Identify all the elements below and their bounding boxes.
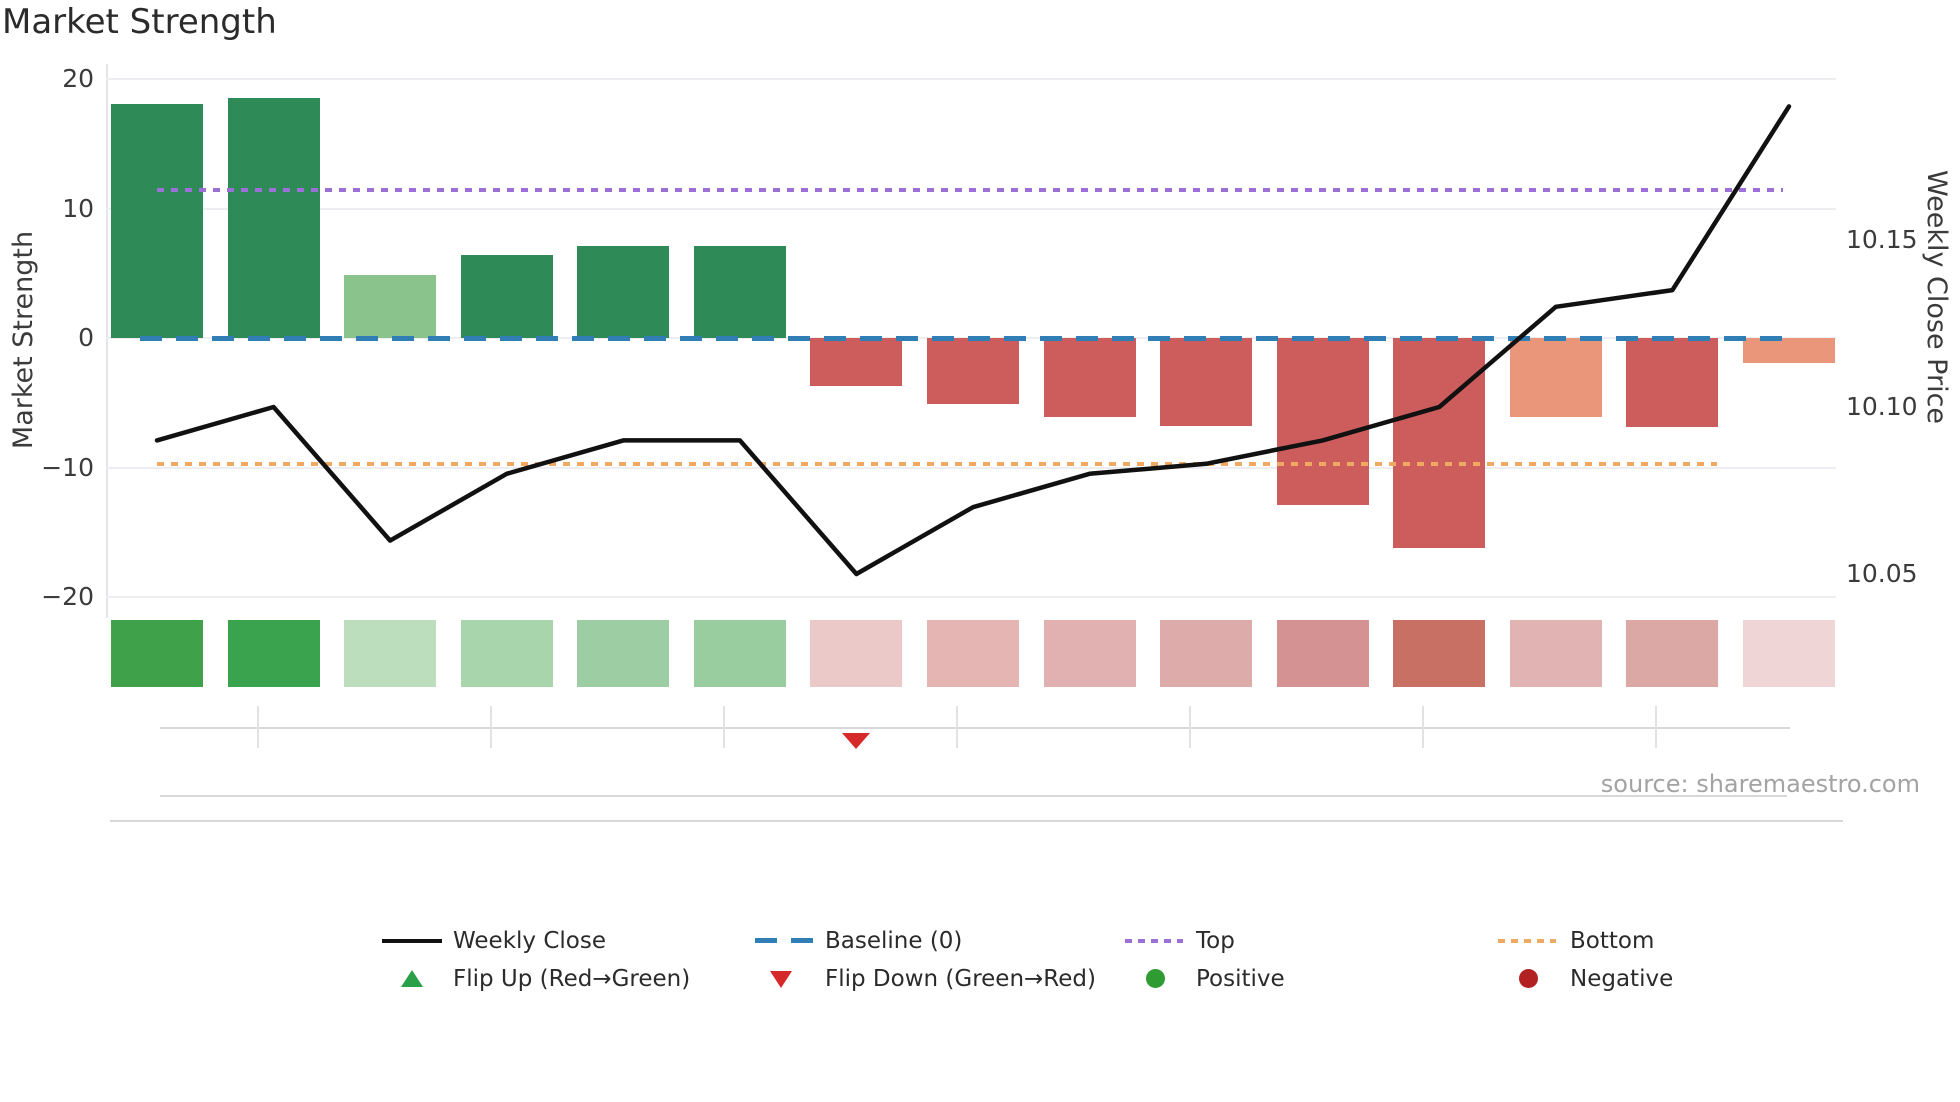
legend-flip-up: Flip Up (Red→Green) xyxy=(453,966,691,992)
chart-title: Market Strength xyxy=(2,2,277,42)
strip-cell xyxy=(1160,620,1253,687)
left-axis-spine xyxy=(106,64,108,618)
weekly-close-swatch-icon xyxy=(382,939,442,943)
flip-down-marker-icon xyxy=(842,733,871,749)
strength-bar xyxy=(926,338,1019,405)
legend-bottom: Bottom xyxy=(1570,928,1655,954)
strip-cell xyxy=(1626,620,1719,687)
strength-bar xyxy=(1626,338,1719,428)
strength-bar xyxy=(344,274,437,338)
strength-bar xyxy=(1393,338,1486,548)
gridline xyxy=(106,207,1836,210)
legend-flip-down: Flip Down (Green→Red) xyxy=(825,966,1096,992)
figure-bottom-line xyxy=(110,820,1843,822)
x-axis-tick xyxy=(1655,706,1658,748)
x-axis-tick xyxy=(1422,706,1425,748)
bottom-line xyxy=(157,461,1717,466)
strip-cell xyxy=(1276,620,1369,687)
strip-cell xyxy=(460,620,553,687)
strip-cell xyxy=(1509,620,1602,687)
strip-cell xyxy=(1043,620,1136,687)
negative-dot-icon xyxy=(1519,969,1538,988)
baseline-zero-line xyxy=(140,335,1790,341)
left-tick-label: 10 xyxy=(62,193,94,223)
x-axis-tick xyxy=(1189,706,1192,748)
strength-bar xyxy=(693,246,786,338)
left-tick-label: 0 xyxy=(78,323,94,352)
right-axis-label: Weekly Close Price xyxy=(1921,170,1952,425)
left-tick-label: −10 xyxy=(41,452,94,482)
legend-baseline: Baseline (0) xyxy=(825,928,963,954)
strip-cell xyxy=(1742,620,1835,687)
top-swatch-icon xyxy=(1125,939,1183,943)
left-tick-label: −20 xyxy=(41,582,94,611)
strip-cell xyxy=(344,620,437,687)
right-tick-label: 10.05 xyxy=(1846,559,1918,588)
strip-cell xyxy=(693,620,786,687)
positive-dot-icon xyxy=(1146,969,1165,988)
strength-bar xyxy=(1276,338,1369,506)
legend-weekly-close: Weekly Close xyxy=(453,928,606,954)
top-line xyxy=(157,187,1783,192)
strip-cell xyxy=(111,620,203,687)
price-axis-line xyxy=(160,795,1787,797)
right-tick-label: 10.10 xyxy=(1846,392,1918,421)
source-credit: source: sharemaestro.com xyxy=(1600,770,1920,798)
strength-bar xyxy=(1742,338,1835,363)
gridline xyxy=(106,78,1836,80)
strength-bar xyxy=(1043,338,1136,417)
baseline-swatch-icon xyxy=(755,938,813,943)
legend-top: Top xyxy=(1196,928,1235,954)
strength-bar xyxy=(1160,338,1253,427)
gridline xyxy=(106,466,1836,469)
strength-bar xyxy=(810,338,903,386)
strength-bar xyxy=(227,98,320,338)
flip-down-icon xyxy=(770,971,792,988)
x-axis-line xyxy=(160,727,1790,729)
legend-negative: Negative xyxy=(1570,966,1674,992)
x-axis-tick xyxy=(489,706,492,748)
strength-bar xyxy=(111,103,203,338)
right-tick-label: 10.15 xyxy=(1846,225,1918,254)
left-tick-label: 20 xyxy=(62,64,94,93)
strip-cell xyxy=(577,620,670,687)
flip-up-icon xyxy=(401,970,423,987)
strength-bar xyxy=(577,246,670,338)
gridline xyxy=(106,596,1836,598)
strip-cell xyxy=(1393,620,1486,687)
bottom-swatch-icon xyxy=(1498,939,1556,943)
strength-bar xyxy=(460,255,553,338)
x-axis-tick xyxy=(955,706,958,748)
strength-bar xyxy=(1509,338,1602,417)
x-axis-tick xyxy=(722,706,725,748)
strip-cell xyxy=(227,620,320,687)
strip-cell xyxy=(810,620,903,687)
x-axis-tick xyxy=(256,706,259,748)
legend-positive: Positive xyxy=(1196,966,1285,992)
strip-cell xyxy=(926,620,1019,687)
